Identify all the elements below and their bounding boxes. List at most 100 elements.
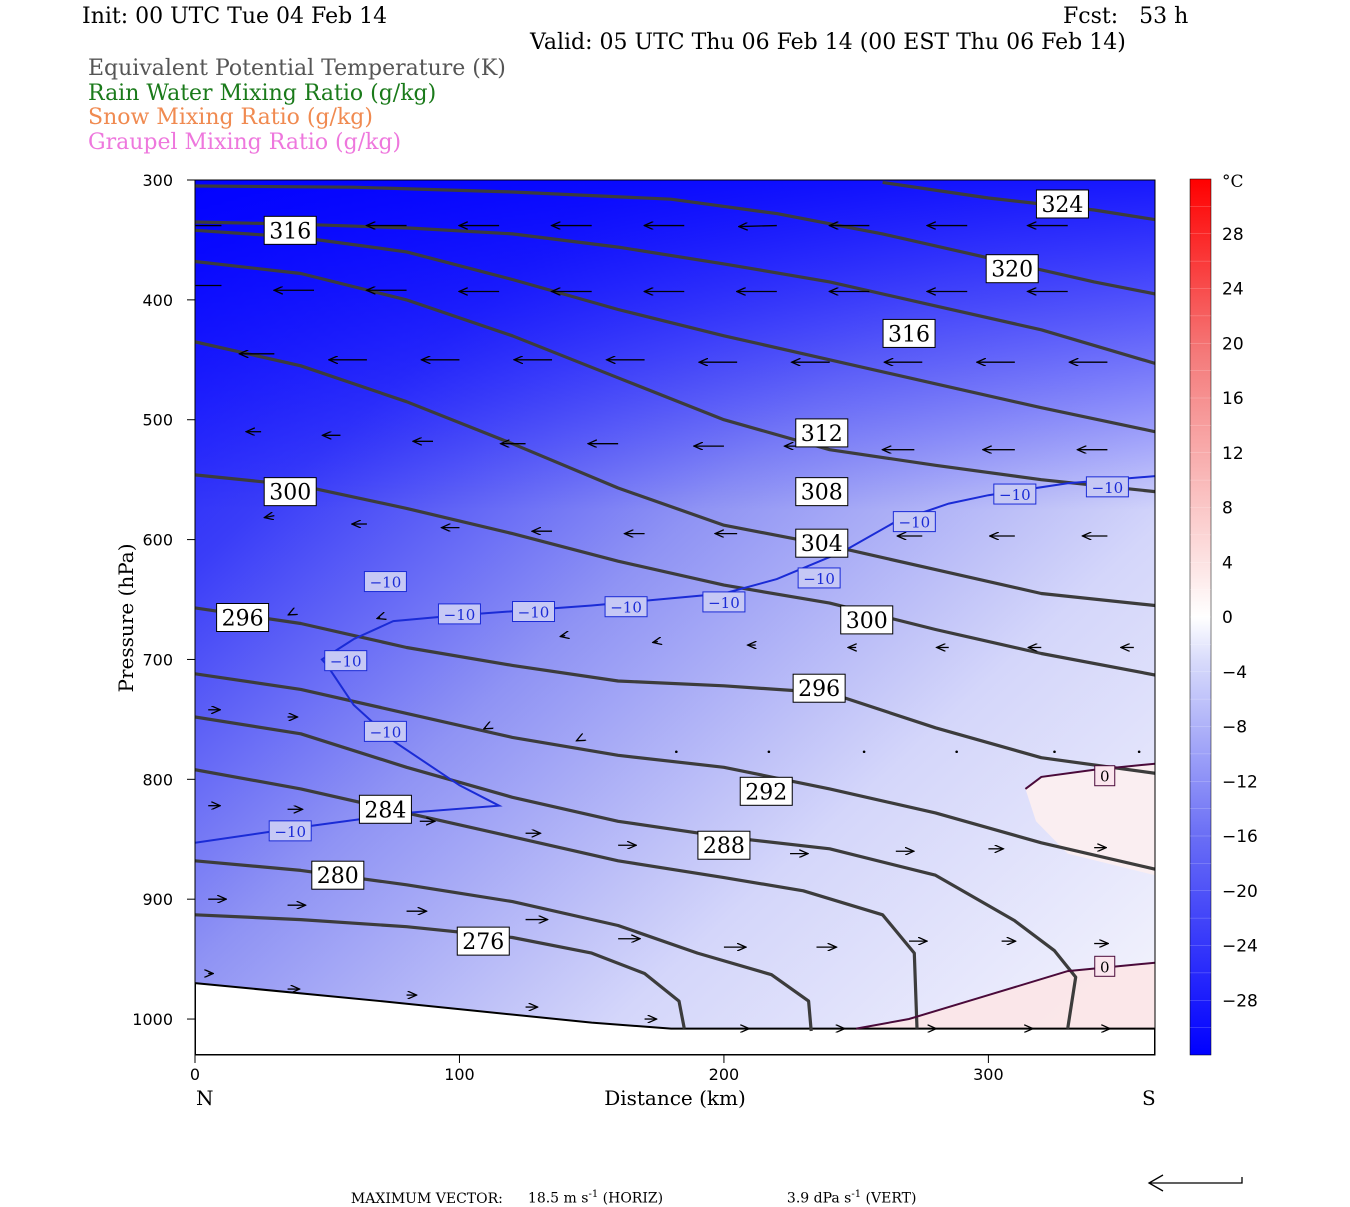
theta-e-contour-300 — [195, 473, 1155, 677]
theta-e-label-1: 324 — [1041, 193, 1083, 218]
vert-exponent: -1 — [851, 1189, 862, 1200]
theta-e-contour-308 — [195, 259, 1155, 494]
zero-label-0: 0 — [1100, 768, 1110, 786]
theta-e-label-8: 296 — [222, 607, 264, 632]
theta-e-label-9: 300 — [846, 609, 888, 634]
max-vector-arrow — [1147, 1174, 1243, 1192]
theta-e-label-box-9 — [840, 605, 894, 635]
forecast-hour-label: Fcst: 53 h — [1063, 4, 1189, 29]
isotherm-label-3: −10 — [370, 574, 402, 592]
theta-e-label-box-11 — [739, 776, 793, 806]
theta-e-label-box-6 — [263, 477, 317, 507]
wind-vector-51 — [377, 618, 380, 619]
isotherm-label-7: −10 — [708, 594, 740, 612]
upper-cold-shading — [195, 180, 1155, 510]
theta-e-contour-304 — [195, 340, 1155, 608]
wind-vector-65 — [862, 750, 866, 754]
init-time-label: Init: 00 UTC Tue 04 Feb 14 — [82, 4, 388, 29]
y-tick-label-300: 300 — [142, 171, 173, 190]
isotherm-label-0: −10 — [274, 823, 306, 841]
terrain-below-surface — [195, 982, 1155, 1055]
theta-e-label-12: 284 — [364, 798, 406, 823]
max-vector-label: MAXIMUM VECTOR: — [342, 1178, 503, 1206]
theta-e-label-14: 280 — [317, 864, 359, 889]
theta-e-label-box-8 — [216, 603, 270, 632]
theta-e-label-11: 292 — [745, 780, 787, 805]
colorbar-tick--20: −20 — [1222, 882, 1258, 902]
horiz-unit: (HORIZ) — [598, 1190, 664, 1207]
theta-e-contour-284 — [195, 768, 919, 1029]
y-axis-title: Pressure (hPa) — [114, 544, 138, 693]
theta-e-contour-276 — [195, 913, 686, 1029]
wind-vector-62 — [576, 740, 578, 741]
theta-e-contour-288 — [195, 715, 1078, 1029]
colorbar-tick--24: −24 — [1222, 937, 1258, 957]
isotherm-label-1: −10 — [330, 653, 362, 671]
wind-vector-63 — [675, 750, 678, 754]
theta-e-label-15: 276 — [462, 930, 504, 955]
wind-vector-68 — [1137, 750, 1141, 754]
isotherm-label-box-10 — [993, 483, 1037, 505]
horizontal-max-vector: 18.5 m s-1 (HORIZ) — [519, 1176, 663, 1206]
theta-e-contour-312 — [195, 228, 1155, 434]
theta-e-label-2: 320 — [991, 258, 1033, 283]
theta-e-contour-296 — [195, 606, 1155, 775]
theta-e-label-box-7 — [795, 528, 849, 558]
theta-e-label-box-12 — [358, 794, 412, 824]
isotherm-label-10: −10 — [999, 486, 1031, 504]
x-tick-label-100: 100 — [444, 1065, 475, 1084]
theta-e-label-box-1 — [1035, 189, 1089, 219]
colorbar-tick-8: 8 — [1222, 499, 1233, 519]
legend-rain-water: Rain Water Mixing Ratio (g/kg) — [88, 81, 437, 106]
colorbar-tick--8: −8 — [1222, 718, 1247, 738]
y-tick-label-600: 600 — [142, 531, 173, 550]
isotherm-label-box-11 — [1085, 476, 1129, 498]
theta-e-label-5: 308 — [801, 481, 843, 506]
wind-vector-67 — [1053, 750, 1056, 754]
zero-label-box-1 — [1094, 955, 1116, 977]
x-axis-title: Distance (km) — [604, 1086, 746, 1110]
colorbar-tick-16: 16 — [1222, 389, 1244, 409]
north-end-label: N — [196, 1086, 214, 1110]
colorbar-tick--4: −4 — [1222, 663, 1247, 683]
valid-time-label: Valid: 05 UTC Thu 06 Feb 14 (00 EST Thu … — [530, 30, 1126, 55]
colorbar — [1189, 178, 1212, 1056]
isotherm-zero-0 — [1024, 762, 1155, 790]
isotherm-label-box-9 — [892, 511, 936, 533]
theta-e-label-box-2 — [985, 254, 1039, 284]
legend-graupel: Graupel Mixing Ratio (g/kg) — [88, 130, 402, 155]
theta-e-label-0: 316 — [269, 219, 311, 244]
x-tick-label-200: 200 — [709, 1065, 740, 1084]
isotherm-label-box-7 — [702, 591, 746, 613]
x-tick-label-300: 300 — [973, 1065, 1004, 1084]
isotherm-label-8: −10 — [803, 570, 835, 588]
wind-vector-40 — [264, 516, 275, 518]
wind-vector-64 — [767, 750, 771, 754]
max-vector-prefix: MAXIMUM VECTOR: — [350, 1191, 503, 1207]
y-tick-label-900: 900 — [142, 890, 173, 909]
isotherm-label-5: −10 — [518, 604, 550, 622]
theta-e-label-6: 300 — [269, 481, 311, 506]
theta-e-label-10: 296 — [798, 677, 840, 702]
vert-unit: (VERT) — [861, 1190, 917, 1207]
vert-value: 3.9 dPa s — [786, 1190, 852, 1207]
vertical-max-vector: 3.9 dPa s-1 (VERT) — [778, 1176, 917, 1207]
south-end-label: S — [1142, 1086, 1156, 1110]
y-tick-label-400: 400 — [142, 291, 173, 310]
theta-e-label-13: 288 — [703, 834, 745, 859]
theta-e-contour-316 — [195, 220, 1155, 365]
theta-e-contour-320 — [195, 184, 1155, 296]
theta-e-label-box-14 — [311, 860, 365, 890]
theta-e-label-4: 312 — [801, 422, 843, 447]
theta-e-label-box-10 — [792, 673, 846, 703]
theta-e-label-box-4 — [795, 418, 849, 448]
colorbar-tick-20: 20 — [1222, 334, 1244, 354]
colorbar-tick--12: −12 — [1222, 772, 1258, 792]
isotherm-label-box-8 — [797, 567, 841, 589]
colorbar-tick-0: 0 — [1222, 608, 1233, 628]
wind-vector-6 — [739, 226, 777, 227]
y-tick-label-500: 500 — [142, 411, 173, 430]
theta-e-label-7: 304 — [801, 532, 843, 557]
wind-vector-53 — [653, 641, 658, 642]
theta-e-label-3: 316 — [888, 322, 930, 347]
